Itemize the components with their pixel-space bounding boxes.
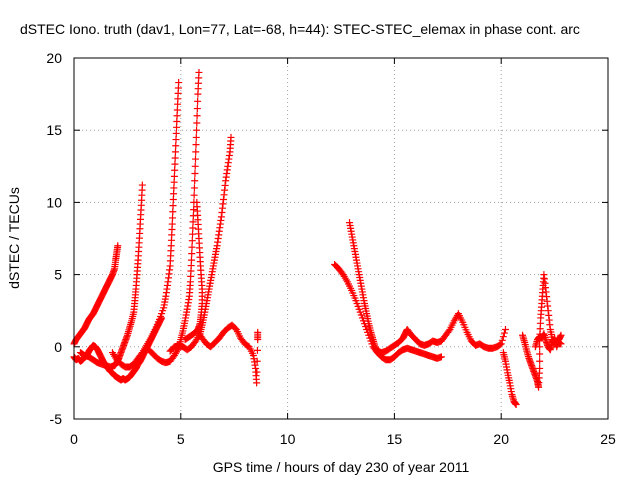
data-point [188, 250, 196, 258]
data-point [194, 97, 202, 105]
y-tick-label: -5 [50, 411, 63, 427]
y-tick-labels: -5 0 5 10 15 20 [46, 50, 62, 427]
data-point [171, 166, 179, 174]
data-point [190, 184, 198, 192]
x-tick-label: 5 [177, 431, 185, 447]
data-point [254, 328, 262, 336]
data-point [536, 364, 544, 372]
grid-lines [74, 58, 608, 419]
data-point [253, 346, 261, 354]
data-point [168, 220, 176, 228]
x-tick-label: 0 [70, 431, 78, 447]
y-tick-label: 0 [54, 339, 62, 355]
data-point [169, 214, 177, 222]
data-point [437, 353, 445, 361]
data-point [172, 129, 180, 137]
x-tick-labels: 0 5 10 15 20 25 [70, 431, 616, 447]
data-point [188, 243, 196, 251]
series-1 [70, 242, 122, 348]
data-point [171, 148, 179, 156]
data-point [536, 350, 544, 358]
data-point [253, 368, 261, 376]
data-point [498, 336, 506, 344]
data-point [191, 170, 199, 178]
data-point [253, 357, 261, 365]
plot-frame [73, 57, 609, 420]
axis-ticks [73, 57, 609, 420]
chart-title: dSTEC Iono. truth (dav1, Lon=77, Lat=-68… [20, 21, 580, 37]
x-tick-label: 10 [280, 431, 296, 447]
data-point [193, 105, 201, 113]
x-tick-label: 25 [600, 431, 616, 447]
data-point [172, 142, 180, 150]
y-axis-title: dSTEC / TECUs [6, 187, 22, 289]
data-point [195, 68, 203, 76]
data-point [171, 154, 179, 162]
data-point [190, 191, 198, 199]
data-point [170, 172, 178, 180]
series-3 [108, 79, 183, 371]
data-point [189, 230, 197, 238]
y-tick-label: 10 [46, 194, 62, 210]
data-point [193, 119, 201, 127]
data-point [193, 112, 201, 120]
series-9 [346, 219, 509, 357]
data-point [192, 133, 200, 141]
data-point [445, 327, 453, 335]
data-point [175, 79, 183, 87]
data-point [193, 126, 201, 134]
data-point [500, 329, 508, 337]
data-point [188, 237, 196, 245]
series-10 [499, 349, 520, 409]
data-point [501, 325, 509, 333]
y-tick-label: 20 [46, 50, 62, 66]
data-points [70, 68, 565, 409]
data-point [499, 333, 507, 341]
data-point [189, 218, 197, 226]
data-point [169, 202, 177, 210]
data-point [227, 133, 235, 141]
x-axis-title: GPS time / hours of day 230 of year 2011 [213, 459, 470, 475]
data-point [192, 141, 200, 149]
series-12 [531, 330, 565, 354]
data-point [169, 208, 177, 216]
data-point [138, 181, 146, 189]
data-point [536, 357, 544, 365]
data-point [496, 341, 504, 349]
data-point [557, 331, 565, 339]
data-point [191, 162, 199, 170]
data-point [192, 148, 200, 156]
x-tick-label: 20 [493, 431, 509, 447]
data-point [191, 155, 199, 163]
data-point [193, 198, 201, 206]
series-11 [519, 271, 565, 391]
data-point [187, 256, 195, 264]
data-point [512, 401, 520, 409]
series-7 [194, 321, 262, 387]
y-tick-label: 5 [54, 267, 62, 283]
data-point [497, 340, 505, 348]
x-tick-label: 15 [387, 431, 403, 447]
y-tick-label: 15 [46, 122, 62, 138]
data-point [171, 160, 179, 168]
data-point [114, 242, 122, 250]
data-point [189, 224, 197, 232]
data-point [172, 136, 180, 144]
data-point [253, 379, 261, 387]
data-point [191, 177, 199, 185]
